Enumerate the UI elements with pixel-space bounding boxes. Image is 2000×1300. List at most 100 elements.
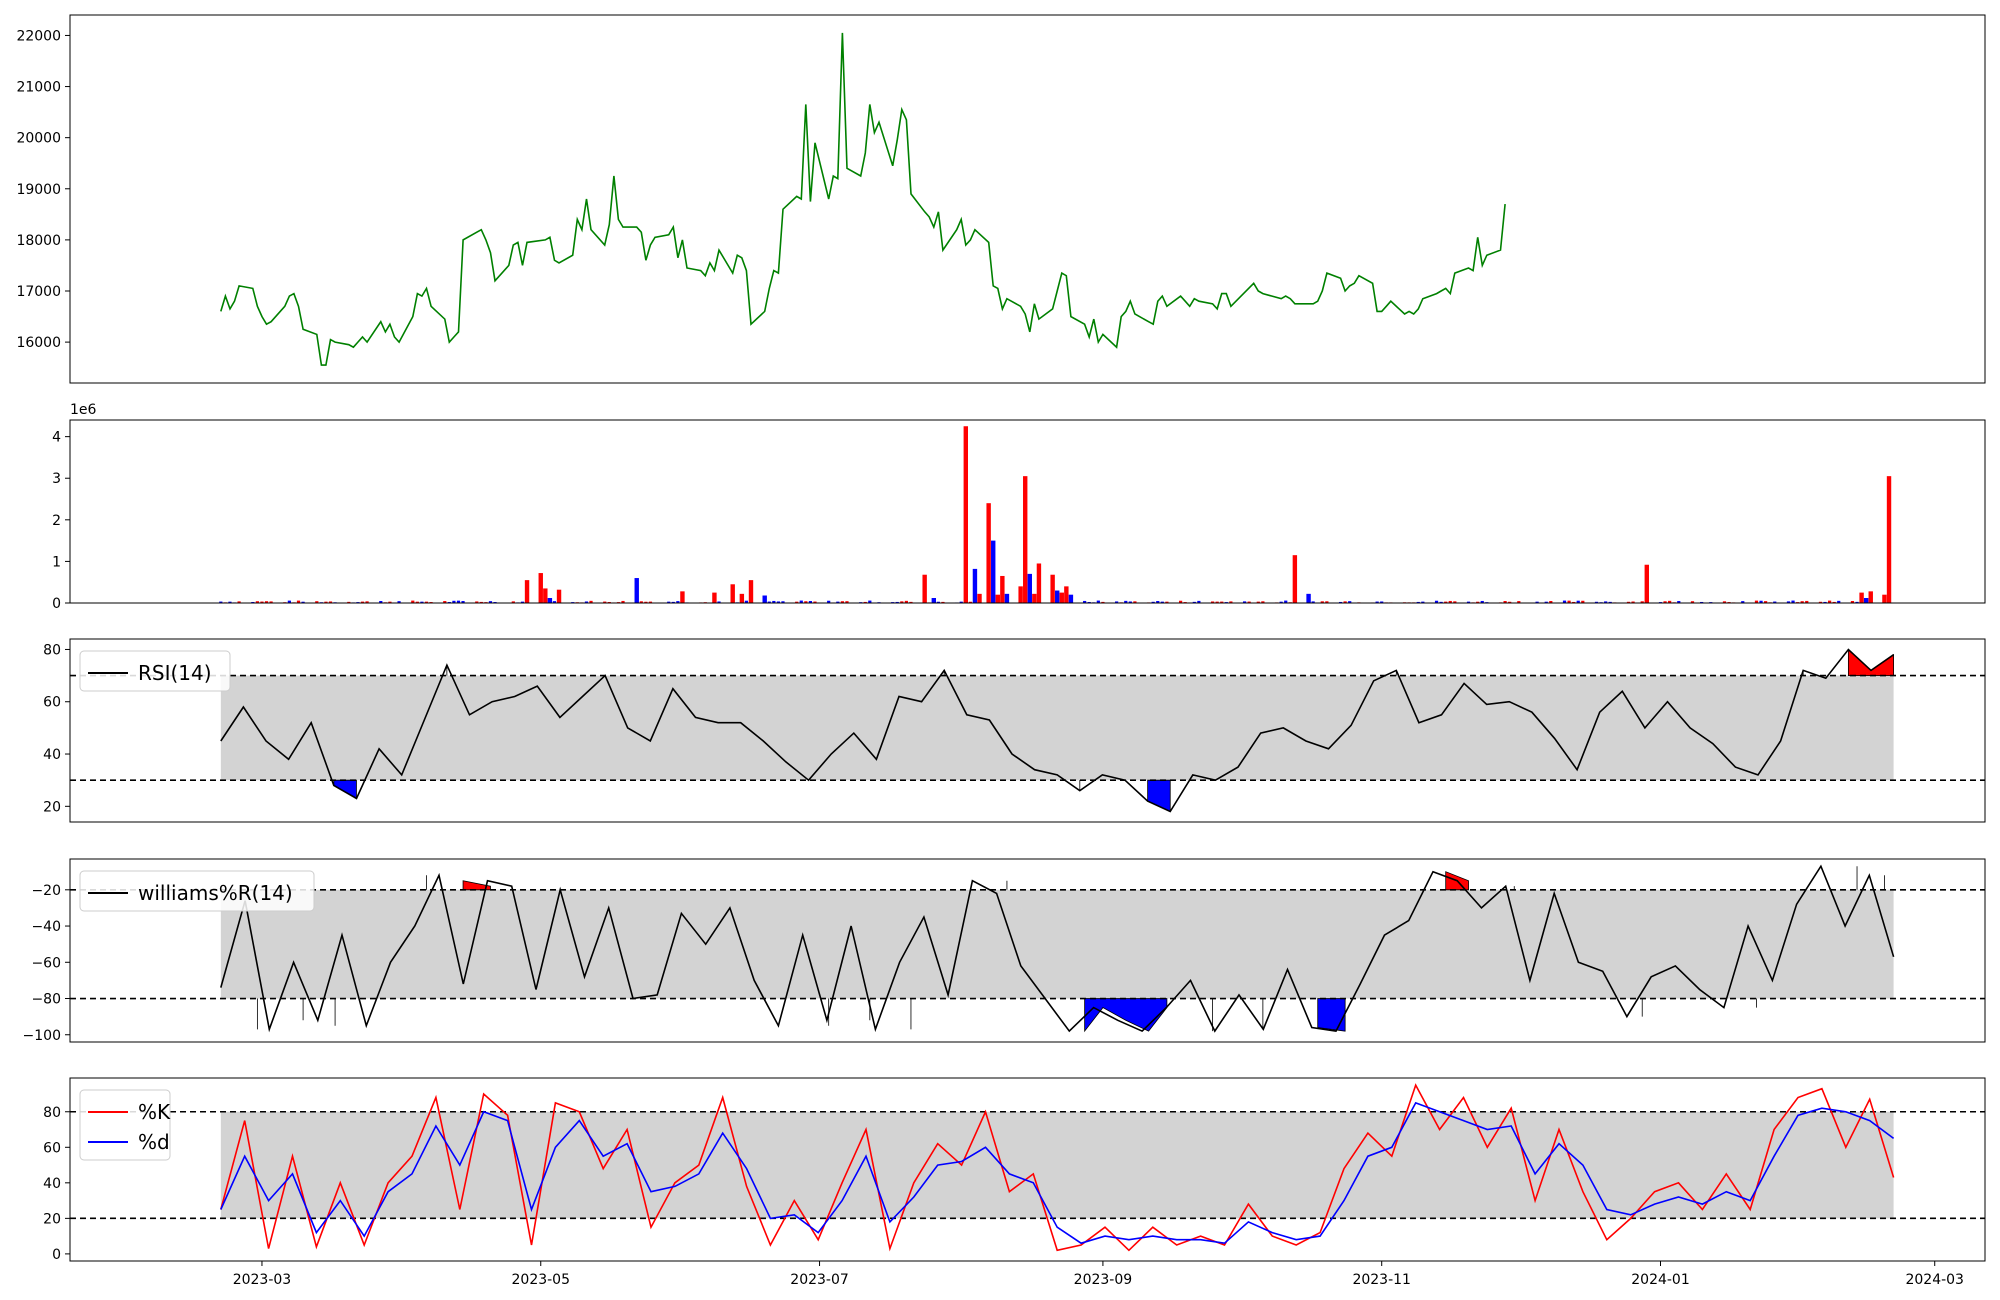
y-tick-label-stoch: 40 [43, 1176, 61, 1192]
series-line-pct-K [220, 1083, 1895, 1252]
volume-bar [1032, 593, 1037, 603]
volume-bar-minor [1215, 601, 1219, 603]
volume-bar-minor [1380, 601, 1384, 603]
y-tick-label-rsi: 20 [43, 799, 61, 815]
volume-bar-minor [1453, 601, 1457, 603]
y-tick-label-volume: 2 [52, 513, 61, 529]
volume-bar [739, 593, 745, 603]
volume-bar-minor [456, 600, 461, 603]
band-fill-rsi [220, 675, 1894, 781]
volume-bar-minor [1128, 601, 1132, 603]
volume-bar-minor [1444, 601, 1448, 603]
volume-bar-minor [717, 601, 721, 603]
y-tick-label-stoch: 20 [43, 1211, 61, 1227]
volume-bar-minor [424, 601, 429, 603]
volume-bar-minor [443, 601, 447, 603]
volume-bar-minor [1818, 601, 1823, 603]
volume-bar-minor [1247, 601, 1251, 603]
volume-bar-minor [895, 601, 899, 603]
volume-bar-minor [1549, 600, 1553, 603]
legend-label-williams: williams%R(14) [138, 881, 293, 905]
volume-bar-minor [1220, 601, 1224, 603]
volume-bar-minor [488, 601, 493, 603]
x-tick-label: 2023-07 [790, 1272, 849, 1288]
volume-bar-minor [845, 601, 849, 603]
x-tick-label: 2023-11 [1352, 1272, 1411, 1288]
volume-bar-minor [767, 601, 771, 603]
fill-layer [220, 648, 1894, 1219]
y-tick-label-volume: 4 [52, 430, 61, 446]
volume-bar [748, 580, 754, 603]
legends: RSI(14) williams%R(14) %K %d [79, 650, 315, 1161]
y-tick-label-stoch: 80 [43, 1105, 61, 1121]
volume-bar-minor [781, 601, 785, 603]
panel-frames [69, 14, 1986, 1262]
volume-bar-minor [639, 601, 643, 603]
y-tick-label-price: 22000 [16, 28, 61, 44]
volume-bar [972, 568, 978, 603]
volume-bar-minor [269, 601, 273, 603]
volume-bar-minor [1179, 600, 1183, 603]
volume-bar-minor [1576, 600, 1580, 603]
volume-bar-minor [772, 600, 776, 603]
overbought-fill-rsi [1847, 648, 1894, 676]
volume-bar-minor [1567, 600, 1571, 603]
volume-bar-minor [1083, 600, 1087, 603]
band-fill-stoch [220, 1111, 1894, 1219]
volume-bar-minor [959, 601, 963, 603]
x-tick-label: 2023-05 [512, 1272, 571, 1288]
y-tick-label-williams: −100 [23, 1028, 61, 1044]
volume-bar-minor [228, 601, 232, 603]
volume-bar-minor [900, 601, 904, 603]
volume-bar-minor [347, 601, 351, 603]
volume-bar-minor [1604, 601, 1608, 603]
volume-bar [634, 578, 639, 603]
volume-bar-minor [1832, 601, 1836, 603]
volume-bar [524, 580, 530, 603]
volume-bar-minor [667, 601, 671, 603]
volume-bar-minor [1343, 601, 1347, 603]
volume-bar-minor [296, 600, 301, 603]
volume-bar-minor [1124, 600, 1128, 603]
volume-bar-minor [827, 600, 831, 603]
volume-bar-minor [1229, 601, 1233, 603]
volume-bar [1068, 594, 1074, 603]
volume-bar-minor [744, 600, 749, 603]
volume-bar-minor [648, 601, 653, 603]
oversold-fill-williams [1317, 998, 1346, 1032]
band-fill-williams [220, 889, 1894, 999]
volume-bar-minor [237, 601, 241, 603]
volume-bar-minor [1608, 601, 1612, 603]
volume-bar-minor [1192, 601, 1196, 603]
volume-bar-minor [1805, 600, 1809, 603]
axis-ticks: 16000 17000 18000 19000 20000 21000 22000 0 1 2 3 4… [16, 28, 1964, 1288]
series-lines [70, 32, 1985, 1252]
volume-bar-minor [1700, 601, 1704, 603]
volume-bar-minor [1279, 601, 1283, 603]
volume-bar-minor [644, 601, 648, 603]
volume-bar [1023, 476, 1028, 603]
volume-bar-minor [264, 601, 269, 603]
volume-bar-minor [1544, 601, 1548, 603]
volume-bar-minor [475, 601, 479, 603]
y-tick-label-price: 20000 [16, 131, 61, 147]
legend-label-rsi: RSI(14) [138, 661, 212, 685]
volume-bar-minor [1261, 601, 1265, 603]
volume-bar-minor [365, 601, 369, 603]
volume-bar-minor [415, 601, 419, 603]
volume-bar-minor [1338, 601, 1343, 603]
panel-frame-4 [69, 858, 1986, 1043]
volume-bar-minor [584, 601, 589, 603]
volume-bar-minor [1434, 600, 1439, 603]
y-tick-label-rsi: 80 [43, 642, 61, 658]
volume-bar-minor [1421, 601, 1425, 603]
volume-bar-minor [379, 601, 383, 603]
legend-box-williams [79, 870, 315, 912]
volume-bar-minor [941, 601, 945, 603]
x-tick-label: 2023-03 [233, 1272, 292, 1288]
volume-bar-minor [1416, 601, 1420, 603]
legend-box-rsi [79, 650, 231, 692]
y-tick-label-volume: 1 [52, 554, 61, 570]
volume-bar-minor [301, 601, 305, 603]
volume-bar-minor [388, 601, 392, 603]
